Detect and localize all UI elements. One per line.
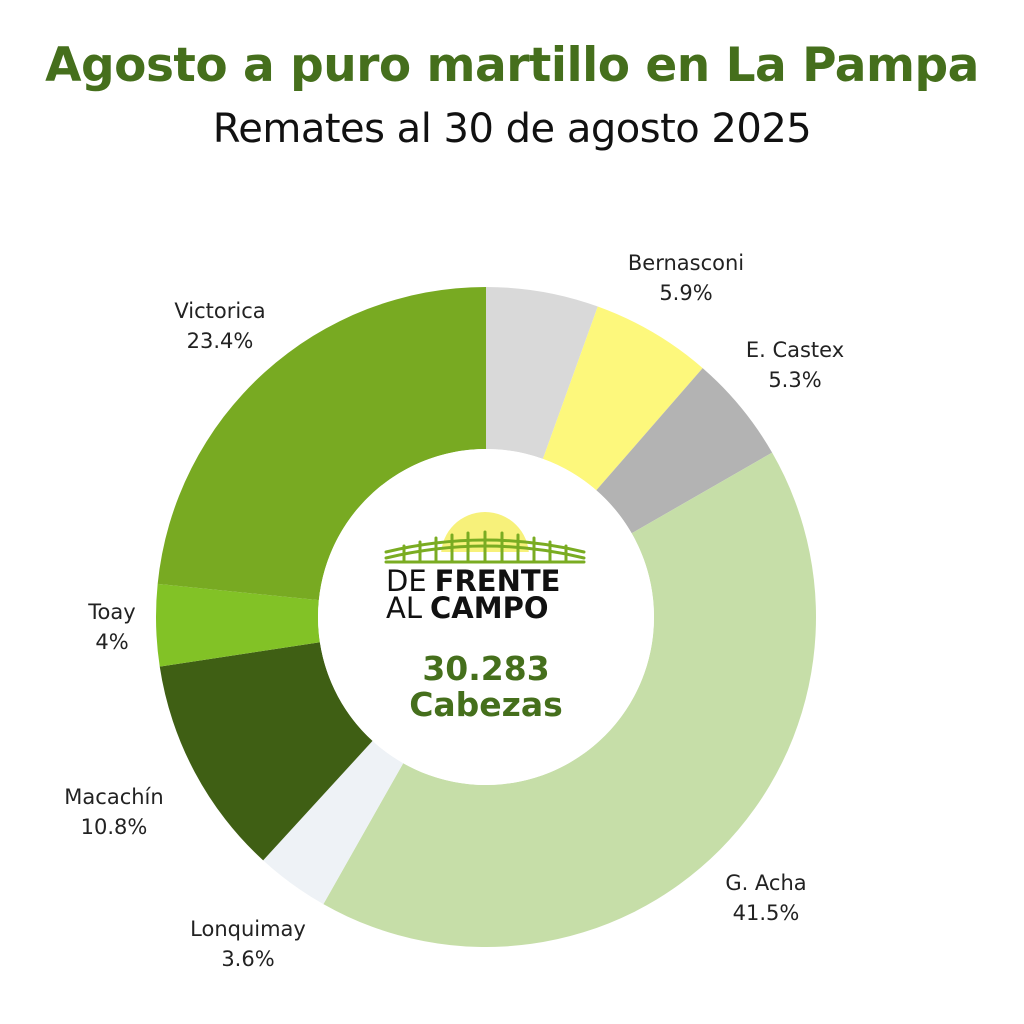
slice-label-name: Toay bbox=[87, 600, 135, 624]
slice-label-name: G. Acha bbox=[725, 871, 806, 895]
slice-label-value: 23.4% bbox=[187, 329, 254, 353]
logo-line-1: DE FRENTE bbox=[386, 564, 560, 598]
page-subtitle: Remates al 30 de agosto 2025 bbox=[212, 106, 812, 152]
donut-slices bbox=[156, 287, 816, 947]
slice-e-castex bbox=[596, 368, 773, 534]
slice-label-value: 3.6% bbox=[221, 947, 274, 971]
slice-label-value: 4% bbox=[95, 630, 128, 654]
slice-label-value: 41.5% bbox=[733, 901, 800, 925]
logo-line-2: AL CAMPO bbox=[386, 591, 549, 625]
slice-label-name: Bernasconi bbox=[628, 251, 744, 275]
slice-label-name: E. Castex bbox=[746, 338, 844, 362]
page-title: Agosto a puro martillo en La Pampa bbox=[45, 38, 979, 93]
slice-label-name: Victorica bbox=[174, 299, 265, 323]
slice-bernasconi bbox=[542, 306, 703, 491]
logo-fence-icon bbox=[384, 530, 586, 564]
slice-victorica bbox=[157, 287, 486, 601]
slice-g-acha bbox=[323, 452, 816, 947]
slice-toay bbox=[156, 583, 320, 667]
slice-label-value: 5.3% bbox=[768, 368, 821, 392]
center-total-label: Cabezas bbox=[409, 685, 563, 724]
slice-lonquimay bbox=[263, 740, 404, 905]
slice-unlabeled bbox=[486, 287, 598, 459]
brand-logo: DE FRENTE AL CAMPO bbox=[384, 512, 586, 625]
slice-label-value: 10.8% bbox=[81, 815, 148, 839]
center-total-value: 30.283 bbox=[422, 649, 549, 688]
slice-macach-n bbox=[159, 642, 373, 861]
donut-hole bbox=[318, 449, 654, 785]
slice-label-name: Macachín bbox=[64, 785, 163, 809]
slice-label-value: 5.9% bbox=[659, 281, 712, 305]
slice-labels: Bernasconi 5.9% E. Castex 5.3% G. Acha 41.5% L… bbox=[64, 251, 844, 971]
slice-label-name: Lonquimay bbox=[190, 917, 306, 941]
